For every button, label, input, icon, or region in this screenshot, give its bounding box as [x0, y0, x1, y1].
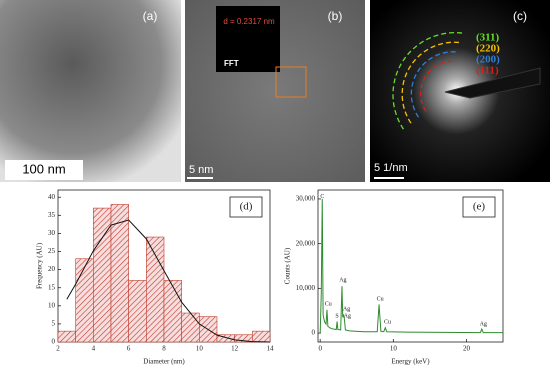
y-tick-label: 5	[52, 320, 56, 328]
peak-label: S	[335, 313, 338, 319]
panel-label: (e)	[473, 201, 486, 213]
x-tick-label: 0	[318, 345, 322, 353]
peak-label: Ag	[344, 313, 351, 319]
inset-label: FFT	[224, 59, 239, 68]
y-tick-label: 20	[48, 265, 56, 273]
panel-label: (d)	[240, 201, 253, 213]
plot-frame	[317, 189, 504, 343]
x-tick-label: 8	[162, 345, 166, 353]
x-tick-label: 10	[390, 345, 398, 353]
ring-label: (200)	[476, 54, 500, 66]
y-tick-label: 0	[52, 338, 56, 346]
y-tick-label: 15	[48, 283, 56, 291]
histogram-bar	[252, 330, 271, 343]
x-axis-label: Energy (keV)	[391, 358, 430, 366]
y-tick-label: 20,000	[296, 239, 316, 247]
y-tick-label: 30	[48, 229, 56, 237]
panel-label: (c)	[513, 9, 527, 23]
spectrum	[319, 198, 503, 334]
y-tick-label: 10,000	[296, 284, 316, 292]
diffraction-ring	[419, 60, 457, 112]
x-tick-label: 4	[92, 345, 96, 353]
inset-text: d = 0.2317 nm	[223, 17, 275, 26]
histogram-bar	[57, 330, 76, 343]
y-axis-label: Counts (AU)	[284, 247, 292, 284]
scale-text: 5 nm	[189, 164, 213, 176]
y-tick-label: 10	[48, 301, 56, 309]
scale-text: 100 nm	[22, 161, 65, 176]
histogram-bar	[181, 312, 200, 343]
selection-box	[275, 66, 307, 98]
ring-label: (111)	[476, 65, 499, 77]
x-tick-label: 20	[463, 345, 471, 353]
peak-label: Cu	[377, 296, 384, 302]
peak-label: Ag	[480, 321, 487, 327]
diffraction-ring	[410, 51, 459, 118]
y-tick-label: 25	[48, 247, 56, 255]
beam-stop	[444, 67, 541, 99]
fft-inset	[216, 6, 280, 72]
ring-label: (220)	[476, 43, 500, 55]
panel-label: (b)	[328, 9, 343, 23]
x-tick-label: 10	[196, 345, 204, 353]
peak-label: Cu	[325, 301, 332, 307]
x-tick-label: 6	[127, 345, 131, 353]
scale-text: 5 1/nm	[374, 162, 408, 174]
histogram-bar	[146, 236, 165, 343]
micrograph-a	[0, 0, 181, 182]
peak-label: C	[320, 194, 324, 200]
x-tick-label: 2	[56, 345, 60, 353]
y-tick-label: 30,000	[296, 195, 316, 203]
histogram-bar	[128, 280, 147, 343]
x-tick-label: 12	[231, 345, 239, 353]
peak-label: Ag	[343, 306, 350, 312]
fit-curve	[66, 219, 271, 343]
scale-bg	[5, 160, 83, 180]
x-axis-label: Diameter (nm)	[143, 358, 185, 366]
y-tick-label: 40	[48, 193, 56, 201]
y-tick-label: 0	[312, 329, 316, 337]
panel-label: (a)	[143, 9, 158, 23]
label-box	[462, 196, 496, 218]
diffraction-ring	[392, 32, 463, 130]
ring-label: (311)	[476, 32, 500, 44]
x-tick-label: 14	[267, 345, 275, 353]
y-tick-label: 35	[48, 211, 56, 219]
diffraction-ring	[401, 41, 461, 124]
histogram-bar	[110, 204, 129, 343]
peak-label: Cu	[384, 320, 391, 326]
peak-label: Ag	[339, 278, 346, 284]
y-axis-label: Frequency (AU)	[36, 242, 44, 289]
label-box	[229, 196, 263, 218]
histogram-bar	[75, 258, 94, 343]
histogram-bar	[163, 280, 182, 343]
